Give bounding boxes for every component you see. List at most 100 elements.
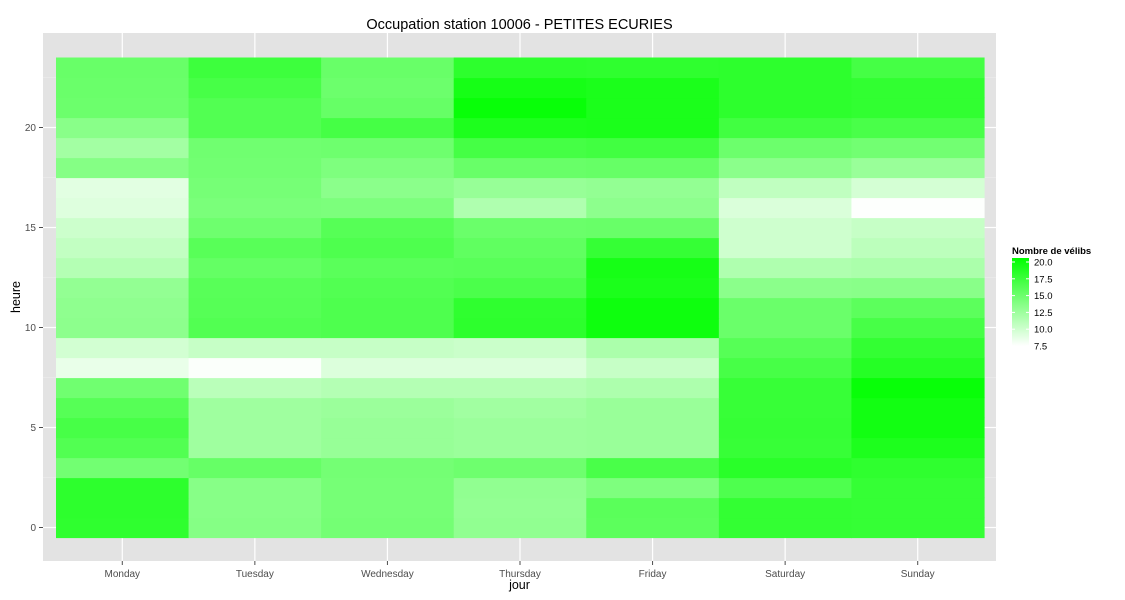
heatmap-cell — [188, 457, 322, 479]
heatmap-cell — [453, 517, 587, 539]
heatmap-cell — [453, 337, 587, 359]
heatmap-cell — [586, 317, 720, 339]
heatmap-cell — [851, 217, 985, 239]
heatmap-cell — [586, 397, 720, 419]
legend-label: 15.0 — [1034, 291, 1053, 302]
heatmap-cell — [453, 197, 587, 219]
heatmap-cell — [718, 157, 853, 179]
heatmap-cell — [851, 457, 985, 479]
heatmap-cell — [586, 297, 720, 319]
heatmap-cell — [851, 497, 985, 519]
heatmap-cell — [453, 397, 587, 419]
heatmap-cell — [718, 257, 853, 279]
heatmap-cell — [718, 317, 853, 339]
x-tick-label: Sunday — [901, 569, 935, 580]
heatmap-cell — [851, 257, 985, 279]
heatmap-cell — [453, 277, 587, 299]
heatmap-cell — [56, 117, 190, 139]
heatmap-cell — [586, 417, 720, 439]
x-tick-label: Saturday — [765, 569, 805, 580]
heatmap-cell — [321, 57, 455, 79]
heatmap-cell — [586, 97, 720, 119]
y-tick-label: 0 — [30, 523, 36, 534]
heatmap-cell — [321, 237, 455, 259]
legend-colorbar — [1012, 258, 1029, 346]
heatmap-cells — [56, 57, 985, 539]
heatmap-cell — [851, 237, 985, 259]
heatmap-cell — [188, 357, 322, 379]
heatmap-cell — [453, 257, 587, 279]
y-tick-label: 10 — [25, 323, 37, 334]
heatmap-cell — [718, 417, 853, 439]
heatmap-cell — [586, 117, 720, 139]
heatmap-cell — [586, 377, 720, 399]
heatmap-cell — [188, 137, 322, 159]
heatmap-cell — [56, 517, 190, 539]
heatmap-cell — [586, 497, 720, 519]
heatmap-cell — [188, 417, 322, 439]
heatmap-cell — [586, 277, 720, 299]
heatmap-cell — [718, 177, 853, 199]
heatmap-cell — [188, 377, 322, 399]
heatmap-cell — [851, 477, 985, 499]
legend-label: 12.5 — [1034, 308, 1053, 319]
heatmap-cell — [586, 137, 720, 159]
heatmap-cell — [453, 317, 587, 339]
heatmap-cell — [851, 197, 985, 219]
heatmap-cell — [453, 357, 587, 379]
heatmap-cell — [718, 297, 853, 319]
heatmap-cell — [188, 77, 322, 99]
heatmap-cell — [56, 97, 190, 119]
heatmap-cell — [586, 177, 720, 199]
heatmap-cell — [453, 457, 587, 479]
heatmap-cell — [321, 397, 455, 419]
heatmap-cell — [321, 157, 455, 179]
heatmap-cell — [188, 477, 322, 499]
legend-label: 10.0 — [1034, 325, 1053, 336]
heatmap-cell — [851, 177, 985, 199]
heatmap-cell — [56, 237, 190, 259]
heatmap-cell — [56, 497, 190, 519]
y-axis: 0 5 10 15 20 — [25, 123, 43, 534]
heatmap-cell — [321, 137, 455, 159]
heatmap-cell — [321, 437, 455, 459]
heatmap-cell — [851, 77, 985, 99]
heatmap-cell — [453, 57, 587, 79]
heatmap-cell — [851, 317, 985, 339]
heatmap-cell — [56, 197, 190, 219]
heatmap-cell — [718, 357, 853, 379]
heatmap-cell — [321, 277, 455, 299]
heatmap-cell — [321, 457, 455, 479]
legend-title: Nombre de vélibs — [1012, 246, 1091, 257]
heatmap-cell — [188, 297, 322, 319]
heatmap-cell — [718, 437, 853, 459]
heatmap-cell — [453, 237, 587, 259]
heatmap-cell — [188, 397, 322, 419]
heatmap-cell — [851, 337, 985, 359]
heatmap-cell — [718, 457, 853, 479]
heatmap-cell — [56, 417, 190, 439]
heatmap-cell — [586, 157, 720, 179]
legend-label: 20.0 — [1034, 258, 1053, 269]
y-tick-label: 5 — [30, 423, 36, 434]
heatmap-cell — [321, 197, 455, 219]
heatmap-cell — [321, 177, 455, 199]
heatmap-cell — [586, 77, 720, 99]
heatmap-cell — [453, 437, 587, 459]
heatmap-cell — [718, 237, 853, 259]
heatmap-cell — [851, 377, 985, 399]
heatmap-cell — [56, 397, 190, 419]
heatmap-cell — [56, 257, 190, 279]
x-axis-title: jour — [508, 578, 530, 592]
heatmap-cell — [56, 477, 190, 499]
heatmap-cell — [718, 337, 853, 359]
heatmap-cell — [321, 217, 455, 239]
heatmap-cell — [453, 297, 587, 319]
heatmap-cell — [188, 257, 322, 279]
x-tick-label: Thursday — [499, 569, 541, 580]
heatmap-cell — [56, 57, 190, 79]
heatmap-cell — [188, 237, 322, 259]
heatmap-cell — [453, 117, 587, 139]
heatmap-cell — [453, 417, 587, 439]
